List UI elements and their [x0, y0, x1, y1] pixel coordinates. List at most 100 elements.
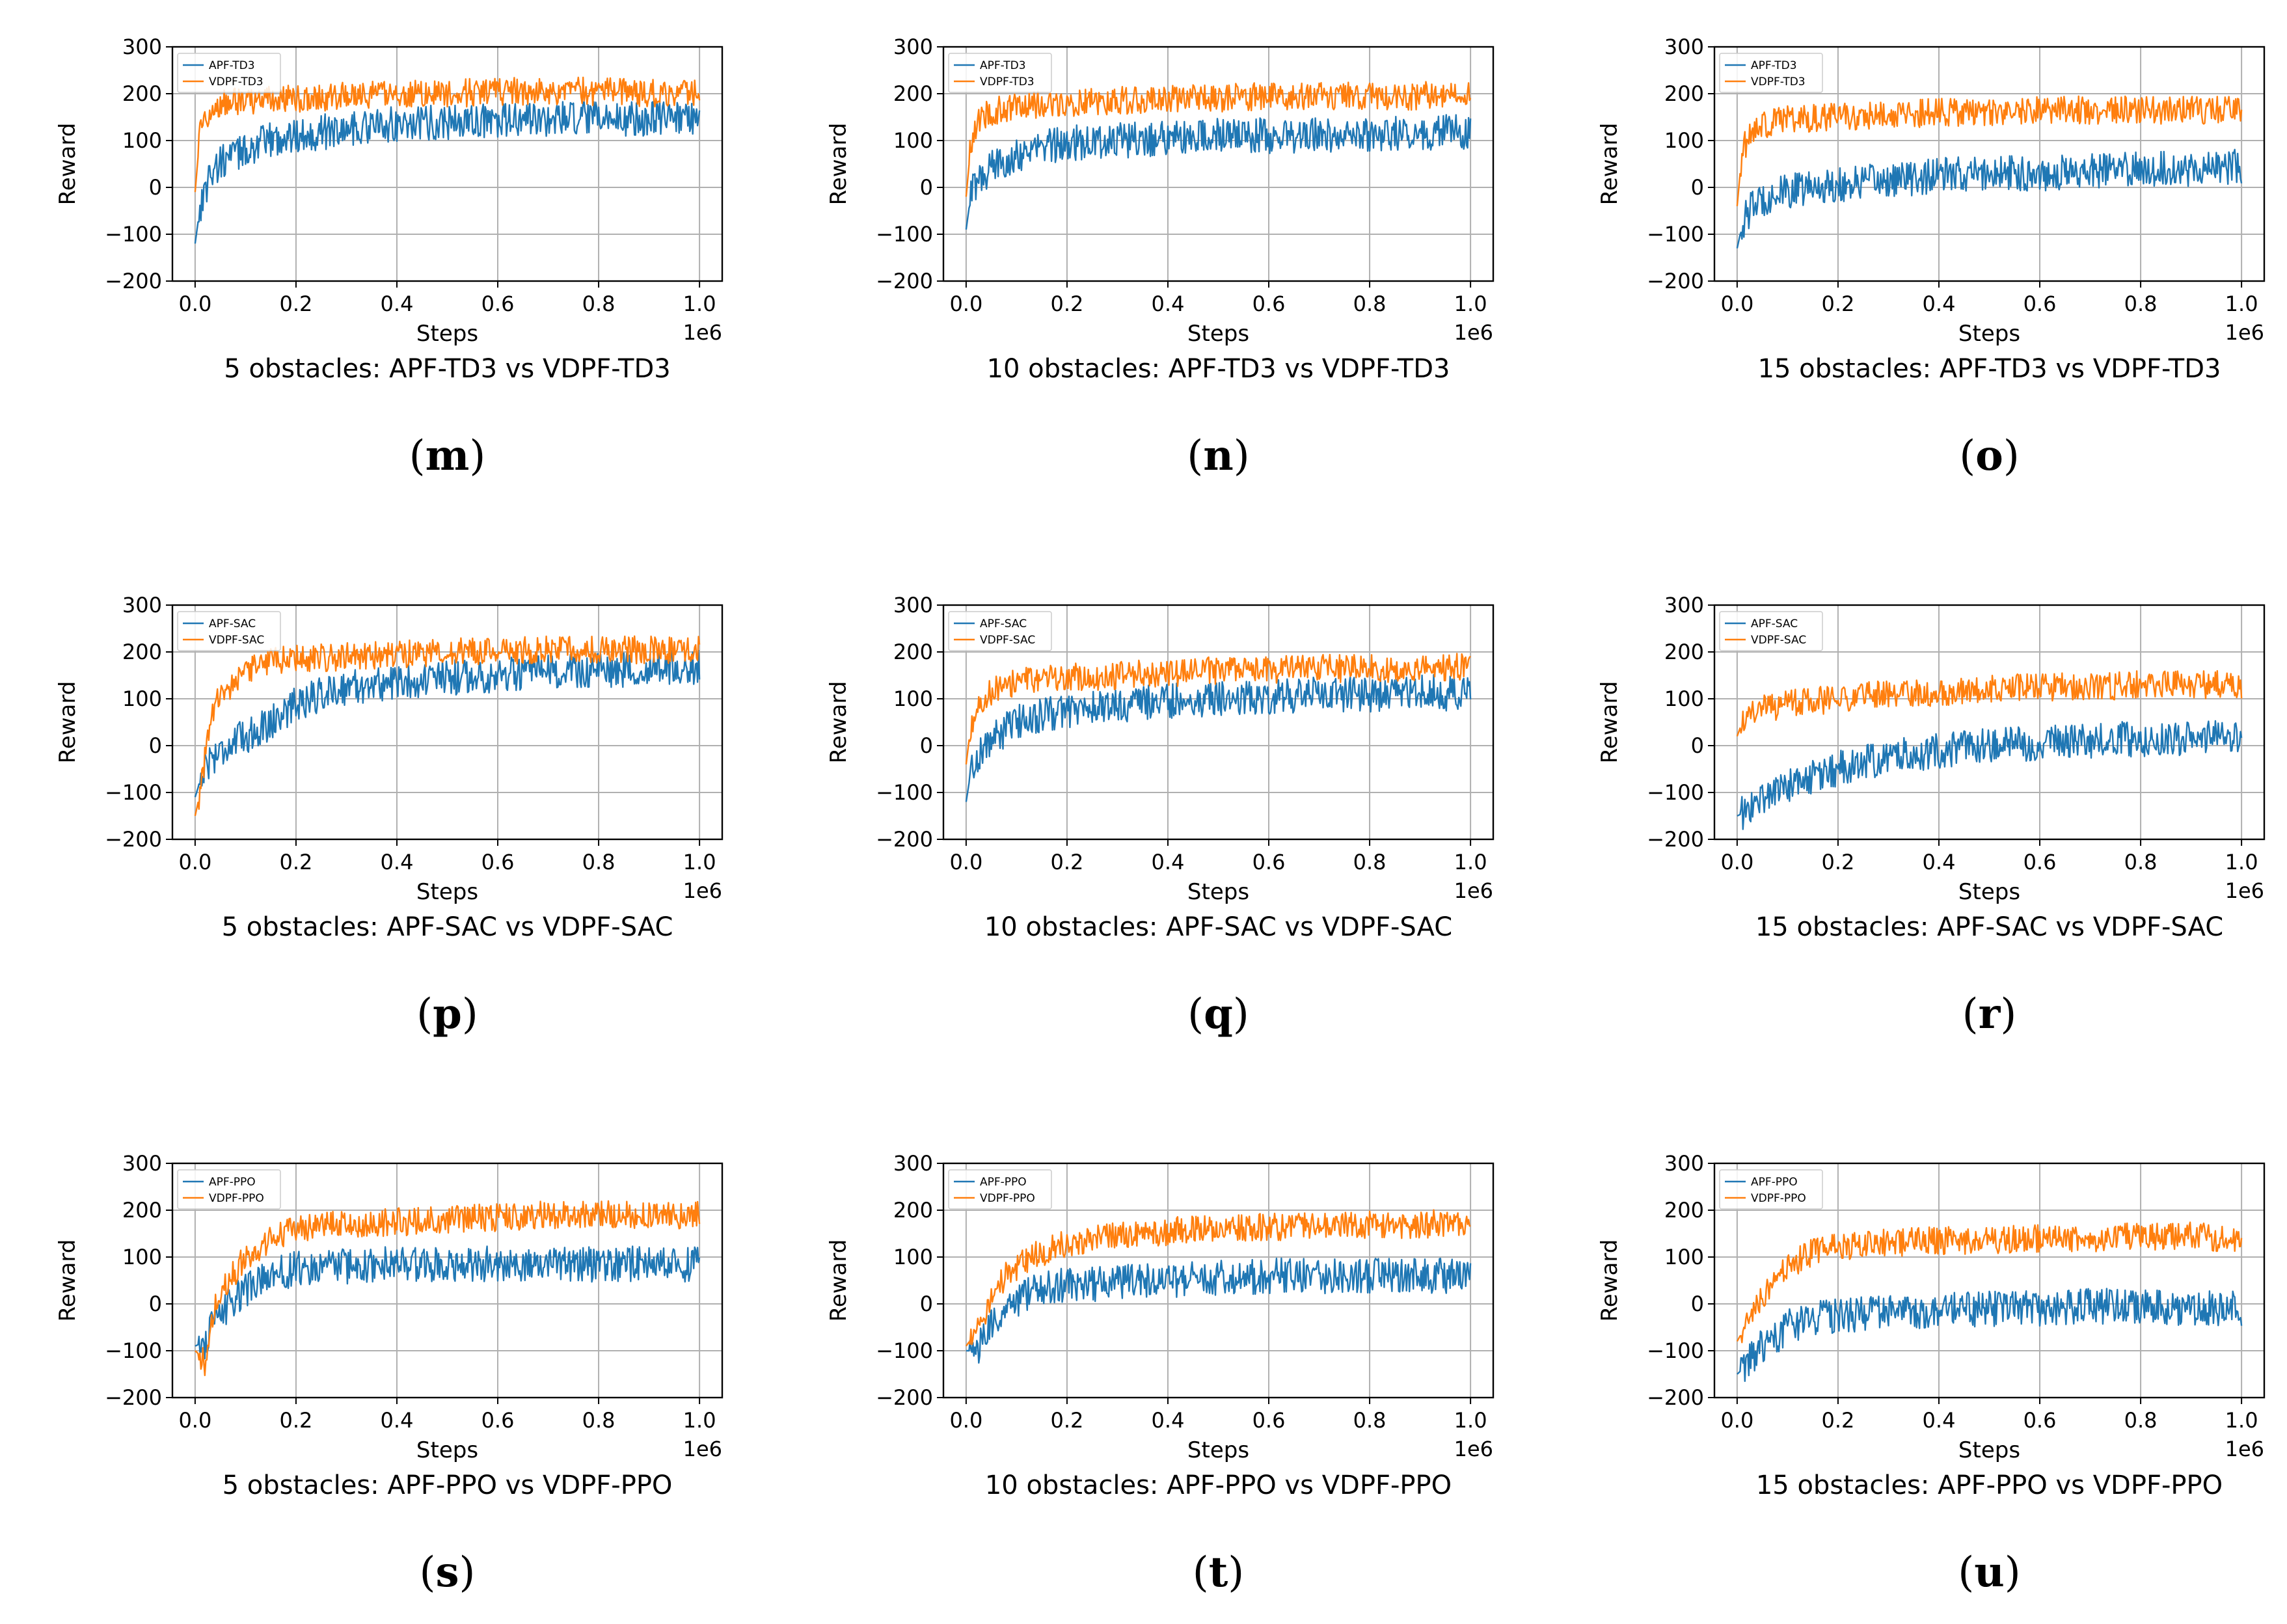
- y-tick-label: 100: [893, 1245, 933, 1269]
- series-line-vdpf: [1736, 1221, 2243, 1344]
- y-tick-label: 0: [920, 175, 933, 200]
- plot-frame: [171, 46, 724, 282]
- x-axis-label: Steps: [1187, 321, 1249, 347]
- y-tick-label: −200: [876, 1385, 933, 1410]
- y-tick-label: −200: [105, 269, 162, 293]
- series-line-apf: [1736, 148, 2243, 249]
- x-tick-label: 0.6: [1252, 291, 1286, 316]
- series-line-vdpf: [194, 635, 701, 817]
- legend-entry: VDPF-SAC: [980, 634, 1035, 647]
- x-multiplier: 1e6: [2225, 878, 2264, 903]
- y-tick-label: −200: [876, 827, 933, 852]
- panel-letter: (r): [1962, 990, 2017, 1038]
- x-tick-label: 0.2: [1821, 1408, 1854, 1433]
- series-line-apf: [965, 114, 1472, 230]
- y-tick-label: 200: [1664, 81, 1704, 106]
- panel-caption: 10 obstacles: APF-PPO vs VDPF-PPO: [985, 1470, 1452, 1500]
- x-tick-label: 0.2: [1050, 850, 1083, 874]
- legend-entry: APF-SAC: [980, 617, 1027, 630]
- legend-entry: VDPF-TD3: [209, 75, 264, 88]
- legend-entry: APF-PPO: [1751, 1176, 1798, 1189]
- y-axis-label: Reward: [55, 1239, 81, 1322]
- y-axis-label: Reward: [826, 123, 852, 206]
- panel-o: 0.0 0.2 0.4 0.6 0.8 1.0 −200 −100 0 100 200 300 1e6 S…: [1597, 34, 2266, 480]
- panel-caption: 5 obstacles: APF-PPO vs VDPF-PPO: [223, 1470, 673, 1500]
- x-tick-label: 1.0: [683, 850, 716, 874]
- legend: APF-SAC VDPF-SAC: [1719, 611, 1823, 651]
- x-tick-label: 0.8: [1353, 850, 1387, 874]
- legend-entry: APF-TD3: [209, 59, 255, 72]
- x-tick-label: 0.8: [2124, 1408, 2158, 1433]
- panel-n: 0.0 0.2 0.4 0.6 0.8 1.0 −200 −100 0 100 200 300 1e6 S…: [826, 34, 1495, 480]
- x-tick-label: 0.4: [1152, 291, 1185, 316]
- panel-p: 0.0 0.2 0.4 0.6 0.8 1.0 −200 −100 0 100 200 300 1e6 S…: [55, 593, 724, 1038]
- x-tick-label: 1.0: [1454, 1408, 1487, 1433]
- y-tick-label: 300: [122, 1151, 162, 1176]
- y-axis-label: Reward: [826, 1239, 852, 1322]
- legend-box: [177, 1169, 281, 1210]
- series-line-apf: [194, 649, 701, 798]
- plot-frame: [942, 604, 1495, 841]
- y-tick-label: 300: [893, 1151, 933, 1176]
- y-tick-label: 300: [122, 34, 162, 59]
- legend: APF-TD3 VDPF-TD3: [948, 53, 1052, 93]
- y-tick-label: 200: [122, 640, 162, 664]
- x-tick-label: 0.4: [1152, 1408, 1185, 1433]
- series-line-vdpf: [194, 76, 701, 193]
- y-tick-label: 0: [920, 1292, 933, 1316]
- legend: APF-SAC VDPF-SAC: [177, 611, 281, 651]
- y-tick-label: 200: [893, 640, 933, 664]
- x-tick-label: 0.6: [1252, 850, 1286, 874]
- legend: APF-TD3 VDPF-TD3: [1719, 53, 1823, 93]
- panel-letter: (u): [1958, 1548, 2020, 1597]
- x-tick-label: 0.4: [1923, 850, 1956, 874]
- y-tick-label: −200: [1647, 827, 1704, 852]
- y-tick-label: −100: [1647, 222, 1704, 247]
- series-line-apf: [965, 673, 1472, 802]
- x-tick-label: 0.4: [381, 1408, 414, 1433]
- x-axis-label: Steps: [1958, 879, 2020, 905]
- x-tick-label: 0.2: [1821, 291, 1854, 316]
- panel-letter: (t): [1193, 1548, 1245, 1597]
- x-tick-label: 0.8: [582, 850, 616, 874]
- x-tick-label: 0.8: [2124, 291, 2158, 316]
- plot-frame: [942, 1162, 1495, 1399]
- y-tick-label: 200: [122, 81, 162, 106]
- plot-frame: [171, 604, 724, 841]
- legend-entry: VDPF-PPO: [1751, 1192, 1806, 1205]
- panel-letter: (n): [1187, 431, 1249, 480]
- series-line-apf: [966, 1257, 1472, 1364]
- x-axis-label: Steps: [416, 879, 478, 905]
- panel-u: 0.0 0.2 0.4 0.6 0.8 1.0 −200 −100 0 100 200 300 1e6 S…: [1597, 1151, 2266, 1597]
- legend-entry: VDPF-TD3: [1751, 75, 1806, 88]
- x-tick-label: 0.6: [481, 850, 515, 874]
- y-tick-label: −100: [1647, 1338, 1704, 1363]
- y-tick-label: 300: [1664, 593, 1704, 617]
- y-tick-label: −100: [105, 1338, 162, 1363]
- legend: APF-PPO VDPF-PPO: [1719, 1169, 1823, 1210]
- x-tick-label: 0.2: [1821, 850, 1854, 874]
- x-tick-label: 0.0: [178, 850, 211, 874]
- y-tick-label: 300: [122, 593, 162, 617]
- x-tick-label: 0.0: [178, 1408, 211, 1433]
- y-tick-label: 200: [122, 1198, 162, 1223]
- legend-box: [177, 611, 281, 651]
- y-tick-label: 0: [920, 733, 933, 758]
- y-tick-label: −100: [1647, 780, 1704, 805]
- x-tick-label: 0.6: [2023, 850, 2057, 874]
- series-line-apf: [1737, 1288, 2243, 1382]
- x-tick-label: 1.0: [2225, 291, 2258, 316]
- legend-entry: VDPF-PPO: [980, 1192, 1035, 1205]
- series-line-vdpf: [195, 1200, 701, 1377]
- y-axis-label: Reward: [1597, 1239, 1623, 1322]
- x-tick-label: 0.6: [481, 291, 515, 316]
- x-tick-label: 0.4: [381, 850, 414, 874]
- y-tick-label: 100: [893, 686, 933, 711]
- plot-frame: [1713, 1162, 2266, 1399]
- x-tick-label: 0.0: [178, 291, 211, 316]
- y-tick-label: −100: [876, 780, 933, 805]
- legend-entry: APF-TD3: [980, 59, 1026, 72]
- legend-entry: VDPF-SAC: [1751, 634, 1806, 647]
- y-tick-label: −200: [105, 1385, 162, 1410]
